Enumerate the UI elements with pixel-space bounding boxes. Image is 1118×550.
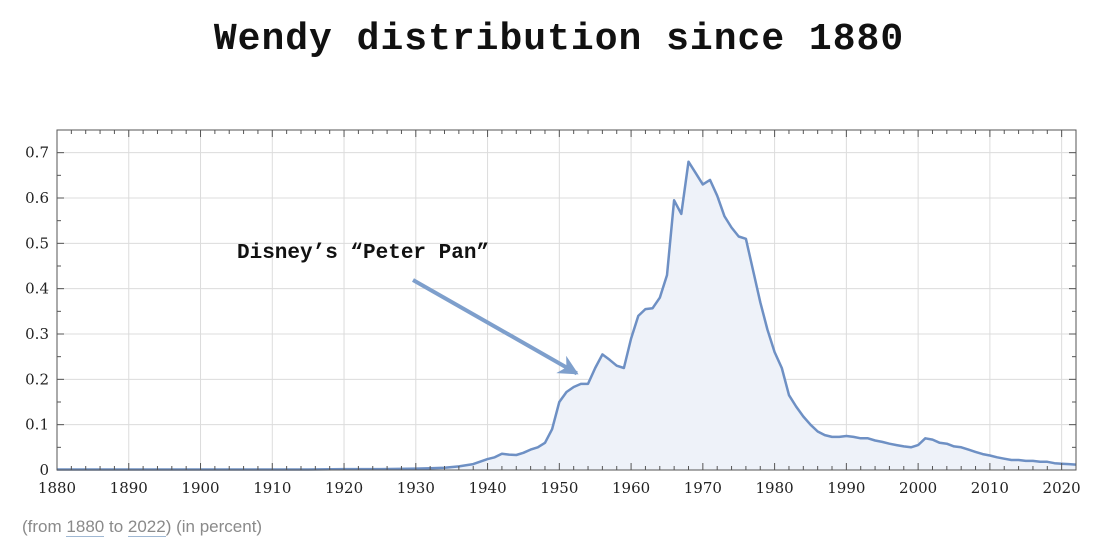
- y-axis-labels: 0 0.1 0.2 0.3 0.4 0.5 0.6 0.7: [25, 144, 49, 479]
- footer-to-year[interactable]: 2022: [127, 517, 166, 537]
- y-tick-label: 0.7: [25, 144, 49, 162]
- footer-suffix: ) (in percent): [165, 517, 263, 536]
- x-tick-label: 1970: [684, 479, 722, 497]
- x-tick-label: 1920: [325, 479, 363, 497]
- chart-title: Wendy distribution since 1880: [213, 18, 905, 61]
- plot-frame: [56, 129, 1077, 471]
- x-tick-label: 1910: [253, 479, 291, 497]
- footer-caption: (from 1880 to 2022) (in percent): [22, 517, 262, 537]
- annotation-text: Disney’s “Peter Pan”: [237, 242, 489, 265]
- y-tick-label: 0.3: [25, 325, 49, 343]
- series-line: [57, 160, 1077, 471]
- footer-prefix: (from: [22, 517, 62, 536]
- x-tick-label: 1950: [540, 479, 578, 497]
- x-tick-label: 1990: [827, 479, 865, 497]
- y-tick-label: 0.4: [25, 280, 49, 298]
- x-tick-label: 1980: [756, 479, 794, 497]
- footer-from-year[interactable]: 1880: [66, 517, 105, 537]
- x-tick-label: 1960: [612, 479, 650, 497]
- axis-ticks: [56, 129, 1077, 471]
- y-tick-label: 0.2: [25, 370, 49, 388]
- x-tick-label: 1890: [110, 479, 148, 497]
- y-tick-label: 0: [39, 461, 49, 479]
- y-tick-label: 0.5: [25, 234, 49, 252]
- annotation-arrow: [412, 278, 579, 376]
- y-tick-label: 0.1: [25, 416, 49, 434]
- footer-to-word: to: [108, 517, 124, 536]
- x-tick-label: 2020: [1043, 479, 1081, 497]
- x-tick-label: 1880: [38, 479, 76, 497]
- x-tick-label: 2000: [899, 479, 937, 497]
- x-axis-labels: 1880 1890 1900 1910 1920 1930 1940 1950 1960 1970…: [38, 479, 1081, 497]
- y-tick-label: 0.6: [25, 189, 49, 207]
- area-fill: [57, 161, 1076, 470]
- x-tick-label: 1900: [181, 479, 219, 497]
- x-tick-label: 1940: [468, 479, 506, 497]
- x-tick-label: 1930: [397, 479, 435, 497]
- x-tick-label: 2010: [971, 479, 1009, 497]
